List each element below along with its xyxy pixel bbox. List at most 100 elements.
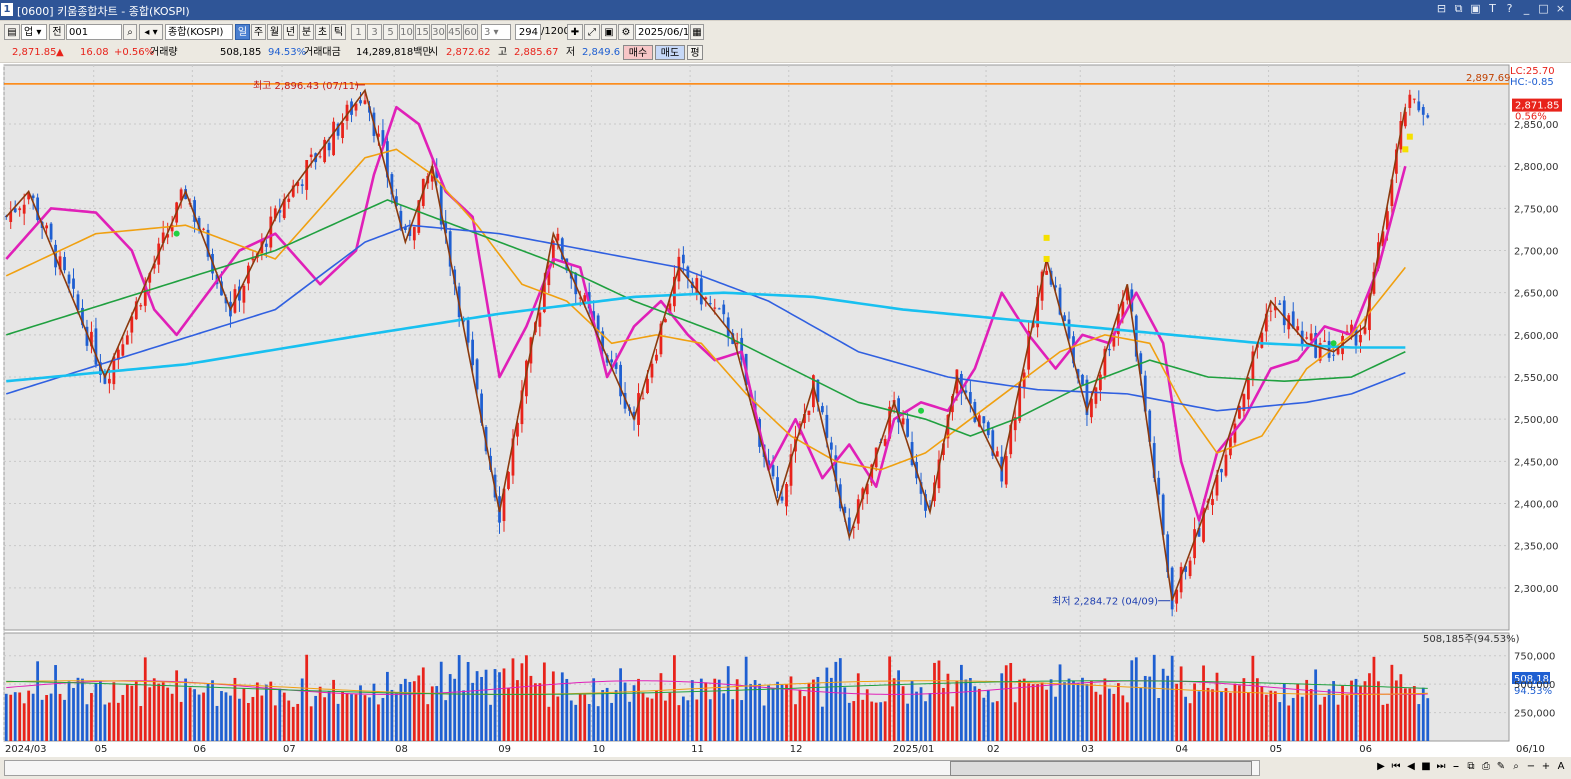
candle-down[interactable] [81, 307, 84, 326]
candle-down[interactable] [1157, 477, 1161, 495]
volume-bar[interactable] [673, 655, 676, 741]
volume-bar[interactable] [1197, 691, 1201, 741]
volume-bar[interactable] [1336, 704, 1340, 741]
volume-bar[interactable] [1421, 687, 1425, 741]
volume-bar[interactable] [942, 687, 945, 741]
chart-type-icon[interactable]: ▤ [4, 24, 20, 40]
volume-bar[interactable] [1260, 686, 1264, 741]
volume-bar[interactable] [812, 679, 815, 741]
volume-bar[interactable] [300, 678, 304, 741]
volume-bar[interactable] [1359, 685, 1362, 741]
volume-bar[interactable] [829, 677, 833, 741]
volume-bar[interactable] [1282, 683, 1286, 741]
search-icon[interactable]: ⌕ [123, 24, 137, 40]
candle-up[interactable] [547, 265, 551, 286]
volume-bar[interactable] [1022, 678, 1026, 741]
candle-down[interactable] [480, 393, 483, 423]
volume-bar[interactable] [928, 693, 932, 741]
candle-down[interactable] [928, 505, 932, 507]
candle-down[interactable] [843, 506, 847, 513]
close-button[interactable]: × [1555, 2, 1566, 15]
help-icon[interactable]: ? [1506, 2, 1513, 15]
volume-bar[interactable] [1081, 677, 1084, 741]
candle-down[interactable] [619, 364, 622, 397]
volume-bar[interactable] [1417, 704, 1421, 741]
volume-bar[interactable] [121, 694, 125, 741]
volume-bar[interactable] [27, 690, 31, 741]
candle-up[interactable] [578, 297, 582, 299]
candle-up[interactable] [1381, 231, 1385, 247]
volume-bar[interactable] [1188, 703, 1192, 741]
candle-up[interactable] [1386, 211, 1389, 230]
volume-bar[interactable] [377, 704, 380, 741]
candle-up[interactable] [542, 280, 546, 313]
volume-bar[interactable] [291, 706, 295, 741]
candle-up[interactable] [148, 273, 152, 283]
candle-up[interactable] [1013, 417, 1017, 431]
candle-down[interactable] [973, 401, 977, 422]
code-input[interactable]: 001 [66, 24, 122, 40]
candle-down[interactable] [1085, 379, 1089, 415]
volume-bar[interactable] [381, 697, 385, 741]
volume-bar[interactable] [466, 661, 470, 741]
candle-up[interactable] [9, 211, 13, 223]
candle-up[interactable] [242, 285, 246, 303]
candle-down[interactable] [462, 320, 466, 322]
candle-down[interactable] [1063, 315, 1066, 322]
volume-bar[interactable] [1287, 705, 1291, 741]
candle-down[interactable] [1166, 534, 1170, 573]
volume-bar[interactable] [686, 700, 690, 741]
volume-bar[interactable] [906, 703, 909, 741]
copy-icon[interactable]: ⧉ [1467, 761, 1475, 772]
volume-bar[interactable] [525, 655, 528, 741]
volume-bar[interactable] [354, 694, 358, 741]
volume-bar[interactable] [690, 680, 694, 741]
candle-up[interactable] [713, 307, 717, 309]
candle-down[interactable] [906, 418, 909, 437]
period-tick-button[interactable]: 틱 [331, 24, 346, 40]
candle-down[interactable] [76, 294, 80, 311]
volume-bar[interactable] [749, 684, 753, 741]
volume-bar[interactable] [1116, 683, 1120, 741]
volume-bar[interactable] [1251, 655, 1255, 741]
step-30-button[interactable]: 30 [431, 24, 446, 40]
volume-bar[interactable] [417, 675, 421, 741]
horizontal-scrollbar[interactable] [4, 760, 1260, 776]
volume-bar[interactable] [264, 684, 268, 741]
volume-bar[interactable] [986, 689, 990, 741]
volume-bar[interactable] [67, 681, 71, 741]
volume-bar[interactable] [206, 683, 210, 741]
volume-bar[interactable] [1381, 704, 1385, 741]
volume-bar[interactable] [480, 676, 483, 741]
volume-bar[interactable] [1233, 683, 1237, 741]
candle-up[interactable] [125, 335, 129, 345]
candle-up[interactable] [1018, 383, 1022, 421]
candle-down[interactable] [1417, 101, 1421, 111]
volume-bar[interactable] [359, 685, 362, 741]
volume-bar[interactable] [695, 699, 699, 741]
volume-bar[interactable] [1018, 679, 1022, 741]
volume-bar[interactable] [1107, 688, 1111, 741]
volume-bar[interactable] [296, 703, 300, 741]
zoom-icon[interactable]: ⌕ [1513, 761, 1519, 772]
volume-bar[interactable] [421, 667, 425, 741]
candle-up[interactable] [942, 443, 945, 455]
volume-bar[interactable] [1368, 673, 1371, 741]
volume-bar[interactable] [1040, 682, 1044, 741]
zoom-in-icon[interactable]: + [1541, 761, 1551, 772]
volume-bar[interactable] [933, 662, 936, 741]
volume-bar[interactable] [955, 680, 959, 741]
candle-down[interactable] [681, 254, 685, 264]
volume-bar[interactable] [977, 688, 981, 741]
candle-down[interactable] [238, 286, 241, 301]
candle-up[interactable] [668, 303, 672, 314]
volume-bar[interactable] [1269, 690, 1273, 741]
volume-bar[interactable] [1350, 680, 1353, 741]
volume-bar[interactable] [511, 658, 515, 741]
candle-down[interactable] [49, 223, 53, 240]
candle-up[interactable] [516, 422, 519, 437]
candle-down[interactable] [386, 141, 389, 178]
volume-bar[interactable] [919, 687, 923, 741]
candle-up[interactable] [116, 349, 120, 360]
candle-down[interactable] [184, 189, 188, 200]
